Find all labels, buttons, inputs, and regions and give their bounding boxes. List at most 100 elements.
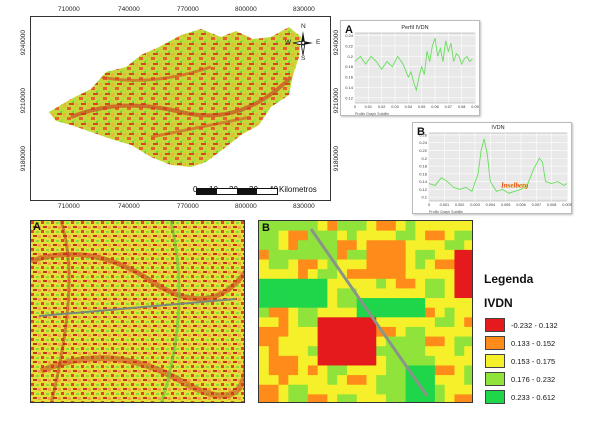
left-tick-1: 9240000 [20, 30, 27, 56]
plot-area [428, 132, 568, 202]
raster-cell [425, 307, 436, 318]
raster-cell [386, 249, 397, 260]
raster-cell [268, 298, 279, 309]
raster-cell [298, 375, 309, 386]
raster-cell [278, 365, 289, 376]
raster-cell [346, 249, 358, 260]
raster-cell [317, 269, 328, 280]
raster-cell [298, 249, 309, 260]
raster-cell [356, 240, 367, 251]
raster-cell [444, 269, 455, 280]
raster-cell [337, 298, 348, 309]
raster-cell [346, 384, 358, 395]
x-tick-label: 0.002 [455, 203, 465, 207]
raster-cell [395, 375, 406, 386]
inset-b-letter: B [262, 222, 270, 234]
raster-cell [288, 394, 299, 402]
raster-cell [298, 221, 309, 232]
raster-cell [415, 394, 426, 402]
raster-cell [327, 317, 338, 328]
raster-cell [415, 278, 426, 289]
raster-cell [434, 355, 446, 366]
raster-cell [386, 230, 397, 241]
raster-cell [405, 384, 416, 395]
raster-cell [259, 384, 270, 395]
top-tick-4: 800000 [235, 6, 257, 13]
raster-cell [434, 336, 446, 347]
legend-item: 0.176 - 0.232 [485, 372, 555, 386]
raster-cell [307, 307, 319, 318]
raster-cell [337, 326, 348, 337]
raster-cell [298, 346, 309, 357]
raster-cell [464, 355, 472, 366]
raster-cell [288, 384, 299, 395]
raster-cell [464, 307, 472, 318]
y-tick-label: 0.24 [345, 33, 354, 38]
raster-cell [376, 278, 387, 289]
chart-title: Perfil IVDN [401, 25, 428, 31]
raster-cell [346, 317, 358, 328]
x-tick-label: 0.007 [532, 203, 542, 207]
raster-cell [366, 307, 377, 318]
raster-cell [307, 230, 319, 241]
raster-cell [454, 307, 465, 318]
raster-cell [464, 394, 472, 402]
raster-cell [317, 249, 328, 260]
raster-cell [376, 249, 387, 260]
raster-cell [454, 269, 465, 280]
raster-cell [464, 375, 472, 386]
legend-swatch-5 [485, 390, 505, 404]
raster-cell [307, 365, 319, 376]
raster-cell [317, 259, 328, 270]
raster-cell [288, 221, 299, 232]
raster-cell [268, 221, 279, 232]
raster-cell [278, 375, 289, 386]
raster-cell [434, 307, 446, 318]
raster-cell [288, 288, 299, 299]
raster-cell [395, 365, 406, 376]
raster-cell [454, 278, 465, 289]
raster-cell [327, 221, 338, 232]
raster-cell [415, 269, 426, 280]
raster-cell [298, 278, 309, 289]
raster-cell [386, 269, 397, 280]
raster-cell [346, 269, 358, 280]
raster-cell [327, 278, 338, 289]
raster-cell [434, 259, 446, 270]
legend-label-3: 0.153 - 0.175 [511, 356, 556, 366]
raster-cell [327, 288, 338, 299]
raster-cell [425, 384, 436, 395]
raster-cell [425, 298, 436, 309]
raster-cell [444, 336, 455, 347]
raster-cell [444, 326, 455, 337]
raster-cell [259, 278, 270, 289]
raster-cell [376, 336, 387, 347]
raster-cell [327, 259, 338, 270]
x-axis-label: Profile Graph Subtitle [429, 210, 463, 214]
raster-cell [268, 278, 279, 289]
raster-cell [405, 307, 416, 318]
raster-cell [307, 326, 319, 337]
raster-cell [376, 394, 387, 402]
legend-label-4: 0.176 - 0.232 [511, 374, 556, 384]
raster-cell [464, 221, 472, 232]
raster-cell [454, 249, 465, 260]
raster-cell [434, 326, 446, 337]
raster-cell [337, 346, 348, 357]
raster-cell [268, 384, 279, 395]
raster-cell [415, 307, 426, 318]
raster-cell [356, 288, 367, 299]
raster-cell [425, 249, 436, 260]
raster-cell [386, 288, 397, 299]
south-label: S [301, 55, 306, 62]
raster-cell [386, 240, 397, 251]
raster-cell [415, 259, 426, 270]
raster-cell [356, 259, 367, 270]
raster-cell [386, 278, 397, 289]
raster-cell [278, 259, 289, 270]
raster-cell [317, 221, 328, 232]
raster-cell [434, 249, 446, 260]
raster-cell [366, 278, 377, 289]
x-tick-label: 0 [428, 203, 430, 207]
legend-label-5: 0.233 - 0.612 [511, 392, 556, 402]
